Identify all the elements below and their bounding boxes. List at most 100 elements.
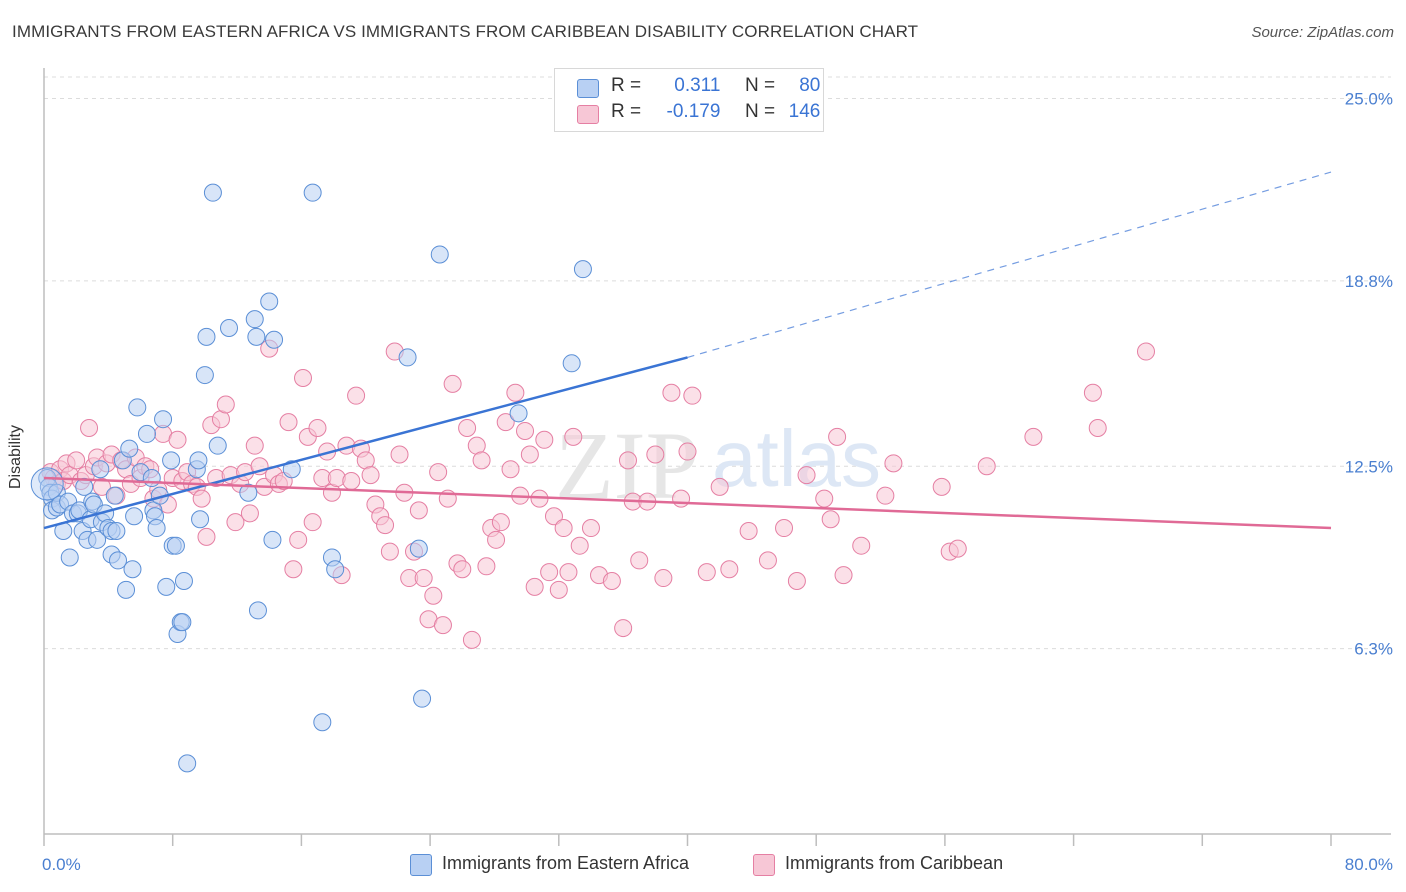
data-point [424,586,443,605]
correlation-legend: R = 0.311 N = 80 R = -0.179 N = 146 [554,68,824,132]
data-point [191,510,210,529]
data-point [443,374,462,393]
data-point [453,560,472,579]
data-point [678,442,697,461]
data-point [1083,383,1102,402]
data-point [390,445,409,464]
data-point [282,460,301,479]
data-point [1088,419,1107,438]
legend-swatch-pink [753,854,775,876]
data-point [279,413,298,432]
data-point [313,713,332,732]
data-point [821,510,840,529]
legend-r-label: R = [611,101,642,122]
data-point [430,245,449,264]
data-point [260,292,279,311]
data-point [178,754,197,773]
data-point [117,580,136,599]
data-point [977,457,996,476]
data-point [226,513,245,532]
data-point [137,424,156,443]
data-point [326,560,345,579]
data-point [245,310,264,329]
data-point [142,469,161,488]
data-point [516,421,535,440]
data-point [123,560,142,579]
data-point [398,348,417,367]
data-point [92,477,111,496]
data-point [80,419,99,438]
data-point [815,489,834,508]
data-point [347,386,366,405]
data-point [834,566,853,585]
legend-r-value: 0.311 [674,75,721,96]
data-point [525,577,544,596]
data-point [147,519,166,538]
series-eastern-africa-points [30,183,592,773]
chart-title: IMMIGRANTS FROM EASTERN AFRICA VS IMMIGR… [12,22,919,41]
data-point [509,404,528,423]
data-point [308,419,327,438]
data-point [1136,342,1155,361]
data-point [884,454,903,473]
data-point [128,398,147,417]
data-point [544,507,563,526]
data-point [376,516,395,535]
data-point [67,451,86,470]
data-point [174,572,193,590]
data-point [630,551,649,570]
data-point [535,430,554,449]
legend-n-value: 80 [799,75,821,96]
data-point [433,616,452,635]
data-point [203,183,222,202]
data-point [109,551,128,570]
legend-swatch-blue [410,854,432,876]
data-point [739,521,758,540]
series-legend: Immigrants from Eastern Africa Immigrant… [0,852,1406,878]
data-point [216,395,235,414]
data-point [195,366,214,385]
data-point [265,330,284,349]
data-point [189,451,208,470]
data-point [247,327,266,346]
data-point [797,466,816,485]
data-point [672,489,691,508]
data-point [107,521,126,540]
data-point [409,539,428,558]
trend-line-eastern-africa [43,356,688,530]
data-point [154,410,173,429]
data-point [303,183,322,202]
data-point [162,451,181,470]
y-tick-label: 6.3% [1354,640,1393,659]
data-point [208,436,227,455]
data-point [413,689,432,708]
data-point [192,489,211,508]
data-point [852,536,871,555]
data-point [491,513,510,532]
data-point [948,539,967,558]
data-point [787,572,806,590]
data-point [263,530,282,549]
data-point [487,530,506,549]
x-tick-label: 80.0% [1345,855,1393,874]
data-point [614,619,633,638]
data-point [88,530,107,549]
data-point [573,260,592,279]
legend-n-value: 146 [788,101,821,122]
data-point [248,601,267,620]
data-point [239,483,258,502]
data-point [294,369,313,388]
legend-swatch-pink [577,105,599,124]
data-point [327,469,346,488]
data-point [758,551,777,570]
data-point [458,419,477,438]
data-point [554,519,573,538]
legend-r-value: -0.179 [666,101,721,122]
legend-swatch-blue [577,79,599,98]
data-point [697,563,716,582]
data-point [562,354,581,373]
data-point [876,486,895,505]
legend-n-label: N = [744,75,776,96]
data-point [581,519,600,538]
